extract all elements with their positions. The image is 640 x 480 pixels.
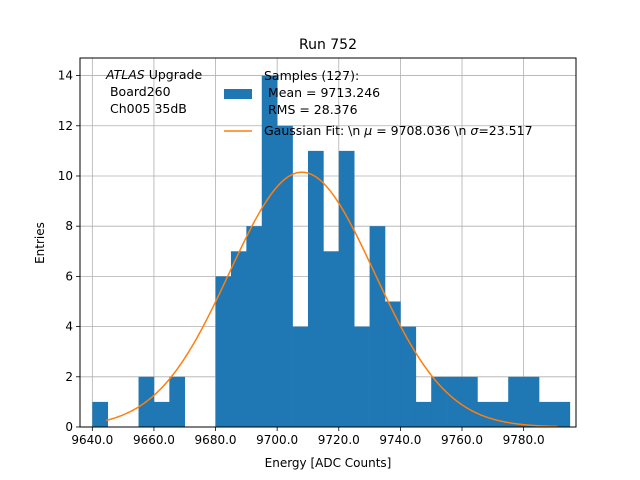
- histogram-bar: [446, 376, 463, 427]
- x-tick-label: 9760.0: [441, 433, 483, 447]
- histogram-bar: [492, 401, 509, 427]
- atlas-word: ATLAS: [105, 67, 145, 82]
- chart-title: Run 752: [299, 37, 357, 53]
- histogram-bar: [554, 401, 571, 427]
- histogram-bar: [369, 226, 386, 427]
- y-tick-label: 8: [65, 219, 73, 233]
- histogram-bar: [508, 376, 524, 427]
- y-tick-label: 0: [65, 420, 73, 434]
- histogram-bar: [462, 376, 478, 427]
- x-axis-ticks: 9640.0 9660.0 9680.0 9700.0 9720.0 9740.0 9760…: [71, 427, 545, 447]
- annotation-line-2: Board260: [106, 84, 171, 99]
- y-axis-label: Entries: [33, 222, 47, 264]
- annotation-line-3: Ch005 35dB: [106, 101, 187, 116]
- histogram-bar: [400, 326, 417, 427]
- x-tick-label: 9680.0: [195, 433, 237, 447]
- x-tick-label: 9720.0: [318, 433, 360, 447]
- legend-samples-line-2: Mean = 9713.246: [264, 85, 380, 100]
- atlas-annotation: ATLAS Upgrade Board260 Ch005 35dB: [105, 67, 202, 116]
- y-tick-label: 14: [58, 69, 73, 83]
- legend-fit-mu-value: = 9708.036 \n: [372, 123, 470, 138]
- legend-samples-swatch: [224, 89, 252, 99]
- histogram-bar: [539, 401, 555, 427]
- histogram-bar: [230, 251, 247, 427]
- legend-fit-mu-symbol: μ: [363, 123, 372, 138]
- legend-fit-sigma-symbol: σ: [470, 123, 479, 138]
- x-tick-label: 9740.0: [379, 433, 421, 447]
- histogram-bar: [523, 376, 540, 427]
- gaussian-fit-curve: [106, 171, 558, 428]
- histogram-bar: [277, 125, 293, 427]
- annotation-line-1: ATLAS Upgrade: [105, 67, 202, 82]
- histogram-bar: [215, 276, 232, 427]
- x-axis-label: Energy [ADC Counts]: [265, 456, 392, 470]
- legend: Samples (127): Mean = 9713.246 RMS = 28.…: [224, 68, 533, 138]
- histogram-bar: [92, 401, 109, 427]
- histogram-bar: [169, 376, 186, 427]
- histogram-bar: [307, 150, 324, 427]
- legend-fit-label: Gaussian Fit: \n μ = 9708.036 \n σ=23.51…: [264, 123, 533, 138]
- y-axis-ticks: 0 2 4 6 8 10 12 14: [58, 69, 80, 434]
- gaussian-fit: [106, 171, 558, 428]
- y-tick-label: 2: [65, 370, 73, 384]
- histogram-bar: [384, 301, 401, 427]
- histogram-bar: [153, 401, 170, 427]
- legend-fit-prefix: Gaussian Fit: \n: [264, 123, 364, 138]
- legend-fit-sigma-value: =23.517: [478, 123, 532, 138]
- histogram-bar: [354, 326, 370, 427]
- y-tick-label: 6: [65, 269, 73, 283]
- histogram-bar: [261, 75, 278, 428]
- x-tick-label: 9660.0: [133, 433, 175, 447]
- x-tick-label: 9700.0: [256, 433, 298, 447]
- x-tick-label: 9640.0: [71, 433, 113, 447]
- y-tick-label: 4: [65, 320, 73, 334]
- histogram-bar: [477, 401, 494, 427]
- histogram-bar: [338, 150, 355, 427]
- axes-frame: [79, 57, 577, 428]
- y-tick-label: 10: [58, 169, 73, 183]
- legend-samples-line-1: Samples (127):: [264, 68, 359, 83]
- histogram-bars: [92, 75, 571, 428]
- x-tick-label: 9780.0: [503, 433, 545, 447]
- histogram-bar: [292, 326, 309, 427]
- y-tick-label: 12: [58, 119, 73, 133]
- legend-samples-line-3: RMS = 28.376: [264, 102, 358, 117]
- histogram-bar: [323, 251, 340, 427]
- atlas-suffix: Upgrade: [145, 67, 203, 82]
- histogram-bar: [415, 401, 432, 427]
- histogram-bar: [246, 226, 263, 427]
